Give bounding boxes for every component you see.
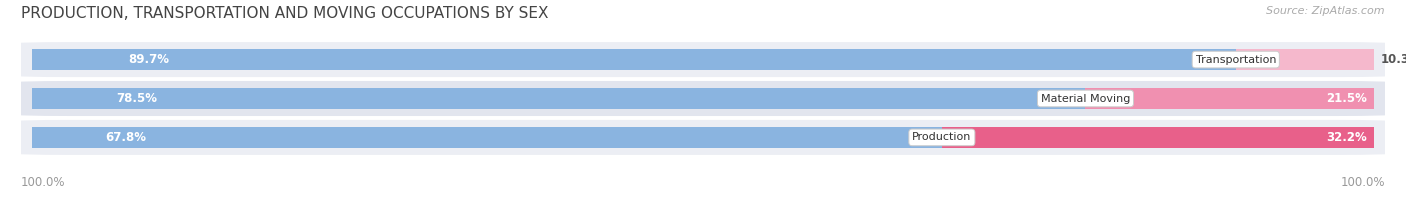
FancyBboxPatch shape — [14, 42, 1392, 77]
Bar — [1085, 88, 1374, 109]
Bar — [1236, 49, 1374, 70]
Text: 100.0%: 100.0% — [1340, 176, 1385, 189]
Text: 78.5%: 78.5% — [117, 92, 157, 105]
Bar — [942, 127, 1374, 148]
Text: Material Moving: Material Moving — [1040, 94, 1130, 103]
Text: 67.8%: 67.8% — [105, 131, 146, 144]
Bar — [32, 88, 1085, 109]
FancyBboxPatch shape — [14, 120, 1392, 155]
FancyBboxPatch shape — [14, 81, 1392, 116]
Text: 10.3%: 10.3% — [1381, 53, 1406, 66]
Text: PRODUCTION, TRANSPORTATION AND MOVING OCCUPATIONS BY SEX: PRODUCTION, TRANSPORTATION AND MOVING OC… — [21, 6, 548, 21]
Text: Transportation: Transportation — [1195, 55, 1277, 65]
Text: Production: Production — [912, 132, 972, 142]
Bar — [32, 127, 942, 148]
Text: Source: ZipAtlas.com: Source: ZipAtlas.com — [1267, 6, 1385, 16]
Bar — [32, 49, 1236, 70]
Text: 100.0%: 100.0% — [21, 176, 66, 189]
Text: 89.7%: 89.7% — [128, 53, 169, 66]
Text: 21.5%: 21.5% — [1326, 92, 1367, 105]
Text: 32.2%: 32.2% — [1326, 131, 1367, 144]
